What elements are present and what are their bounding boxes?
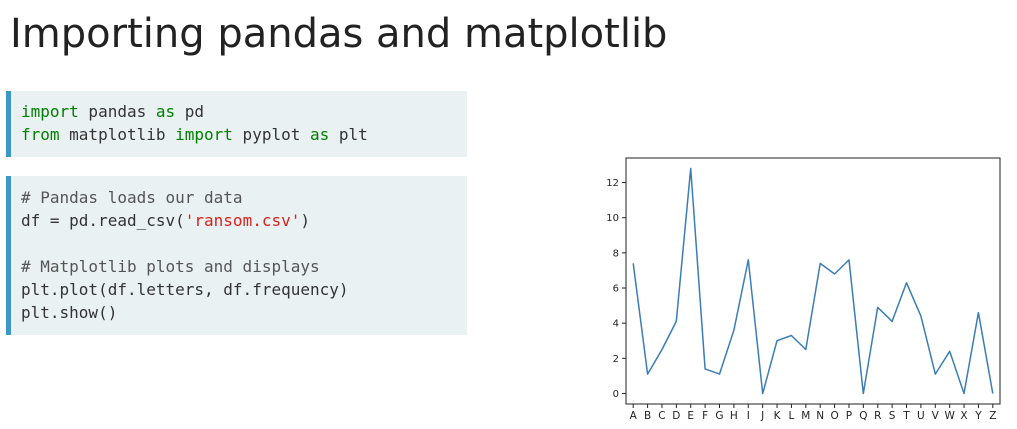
code-cell-plot[interactable]: # Pandas loads our data df = pd.read_csv… [6, 176, 467, 335]
y-tick-label: 0 [613, 389, 619, 400]
code-block: # Pandas loads our data df = pd.read_csv… [11, 176, 467, 324]
code-token: matplotlib [59, 125, 176, 144]
code-token: plt [329, 125, 368, 144]
y-tick-label: 4 [613, 319, 619, 330]
code-keyword: import [21, 102, 79, 121]
series-line [632, 167, 994, 395]
code-comment: # Matplotlib plots and displays [21, 257, 320, 276]
code-keyword: as [309, 125, 330, 144]
x-tick-label: V [932, 410, 940, 422]
x-tick-label: B [644, 410, 651, 422]
x-tick-label: N [816, 410, 824, 422]
code-line: plt.show() [21, 303, 117, 322]
code-token: plt.show() [21, 303, 118, 322]
x-tick-label: Y [974, 410, 982, 422]
x-tick-label: E [687, 410, 694, 422]
x-tick-label: O [830, 410, 838, 422]
code-token: df = pd.read_csv( [21, 211, 185, 230]
x-tick-label: J [760, 410, 764, 422]
code-string: 'ransom.csv' [184, 211, 301, 230]
y-tick-label: 12 [606, 178, 619, 189]
y-tick-label: 2 [613, 354, 619, 365]
slide-title: Importing pandas and matplotlib [10, 11, 668, 57]
x-tick-label: A [630, 410, 638, 422]
code-token: pandas [78, 102, 156, 121]
code-keyword: as [155, 102, 176, 121]
x-tick-label: D [672, 410, 680, 422]
code-block: import pandas as pd from matplotlib impo… [11, 91, 467, 146]
code-line: import pandas as pd [21, 102, 204, 121]
code-line: plt.plot(df.letters, df.frequency) [21, 280, 349, 299]
code-line: from matplotlib import pyplot as plt [21, 125, 368, 144]
code-token: plt.plot(df.letters, df.frequency) [21, 280, 349, 299]
code-token: ) [300, 211, 310, 230]
y-tick-label: 6 [613, 284, 619, 295]
x-tick-label: K [774, 410, 782, 422]
code-line: # Pandas loads our data [21, 188, 243, 207]
code-token: pd [175, 102, 205, 121]
x-tick-label: G [715, 410, 723, 422]
x-tick-label: I [747, 410, 750, 422]
x-tick-label: Q [859, 410, 867, 422]
x-tick-label: F [702, 410, 708, 422]
code-comment: # Pandas loads our data [21, 188, 243, 207]
x-tick-label: Z [989, 410, 996, 422]
x-tick-label: W [944, 410, 955, 422]
y-tick-label: 8 [613, 248, 619, 259]
x-tick-label: S [889, 410, 896, 422]
x-tick-label: M [801, 410, 810, 422]
code-line: # Matplotlib plots and displays [21, 257, 320, 276]
line-chart: 0 2 4 6 8 10 12 A B C D E F G H I J K L M N O P Q R S T U V W X Y Z [606, 157, 1001, 422]
x-tick-label: R [874, 410, 881, 422]
x-tick-label: T [902, 410, 910, 422]
plot-frame [625, 157, 1001, 405]
code-line: df = pd.read_csv('ransom.csv') [21, 211, 310, 230]
x-tick-label: P [846, 410, 852, 422]
x-tick-label: C [658, 410, 665, 422]
x-tick-label: U [917, 410, 925, 422]
code-keyword: from [21, 125, 60, 144]
x-tick-label: X [960, 410, 967, 422]
y-tick-label: 10 [606, 213, 619, 224]
x-tick-label: L [788, 410, 794, 422]
code-cell-imports[interactable]: import pandas as pd from matplotlib impo… [6, 91, 467, 157]
code-token: pyplot [232, 125, 310, 144]
x-tick-label: H [730, 410, 738, 422]
code-keyword: import [175, 125, 233, 144]
